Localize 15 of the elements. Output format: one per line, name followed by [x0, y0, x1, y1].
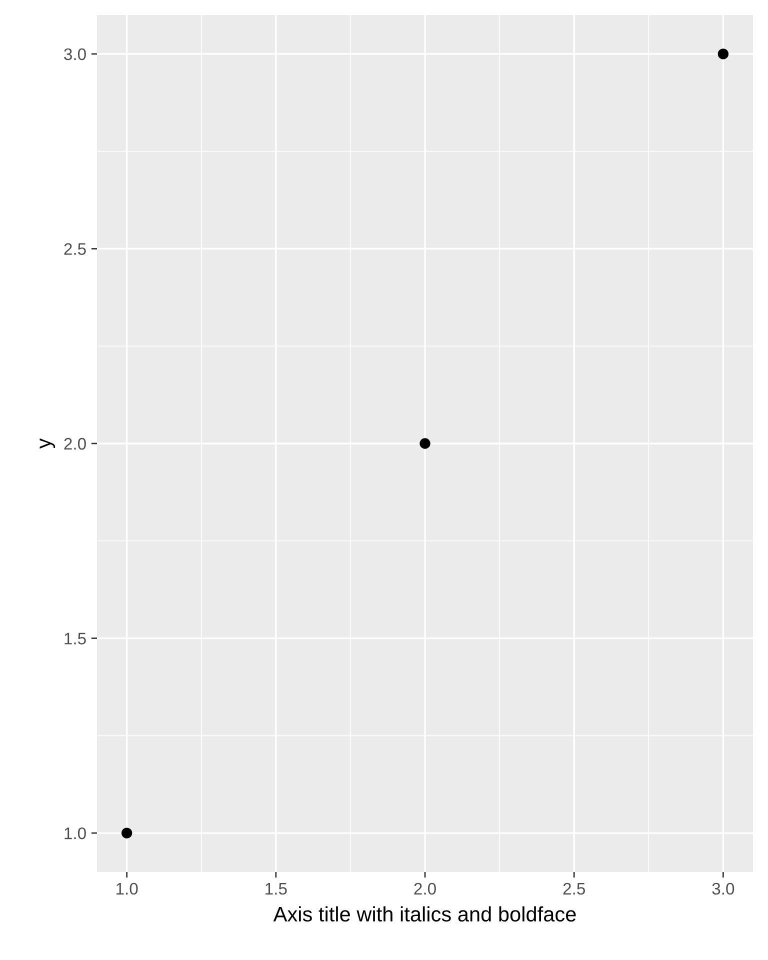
- y-tick-label: 1.5: [64, 632, 86, 644]
- x-tick-label: 1.5: [266, 883, 287, 895]
- x-tick-label: 2.0: [414, 882, 436, 895]
- y-tick-label: 2.5: [64, 243, 86, 255]
- point: [121, 828, 132, 838]
- y-tick-label: 2.0: [64, 438, 86, 450]
- y-tick-label: 1.0: [64, 827, 86, 840]
- x-axis-title: Axis title with italics and boldface: [273, 906, 576, 922]
- point: [420, 438, 430, 449]
- y-tick-label: 3.0: [64, 48, 86, 60]
- x-tick-label: 2.5: [563, 882, 585, 895]
- y-axis-title: y: [40, 438, 56, 449]
- point: [718, 48, 729, 60]
- x-tick-label: 3.0: [712, 882, 734, 895]
- x-tick-label: 1.0: [116, 882, 138, 895]
